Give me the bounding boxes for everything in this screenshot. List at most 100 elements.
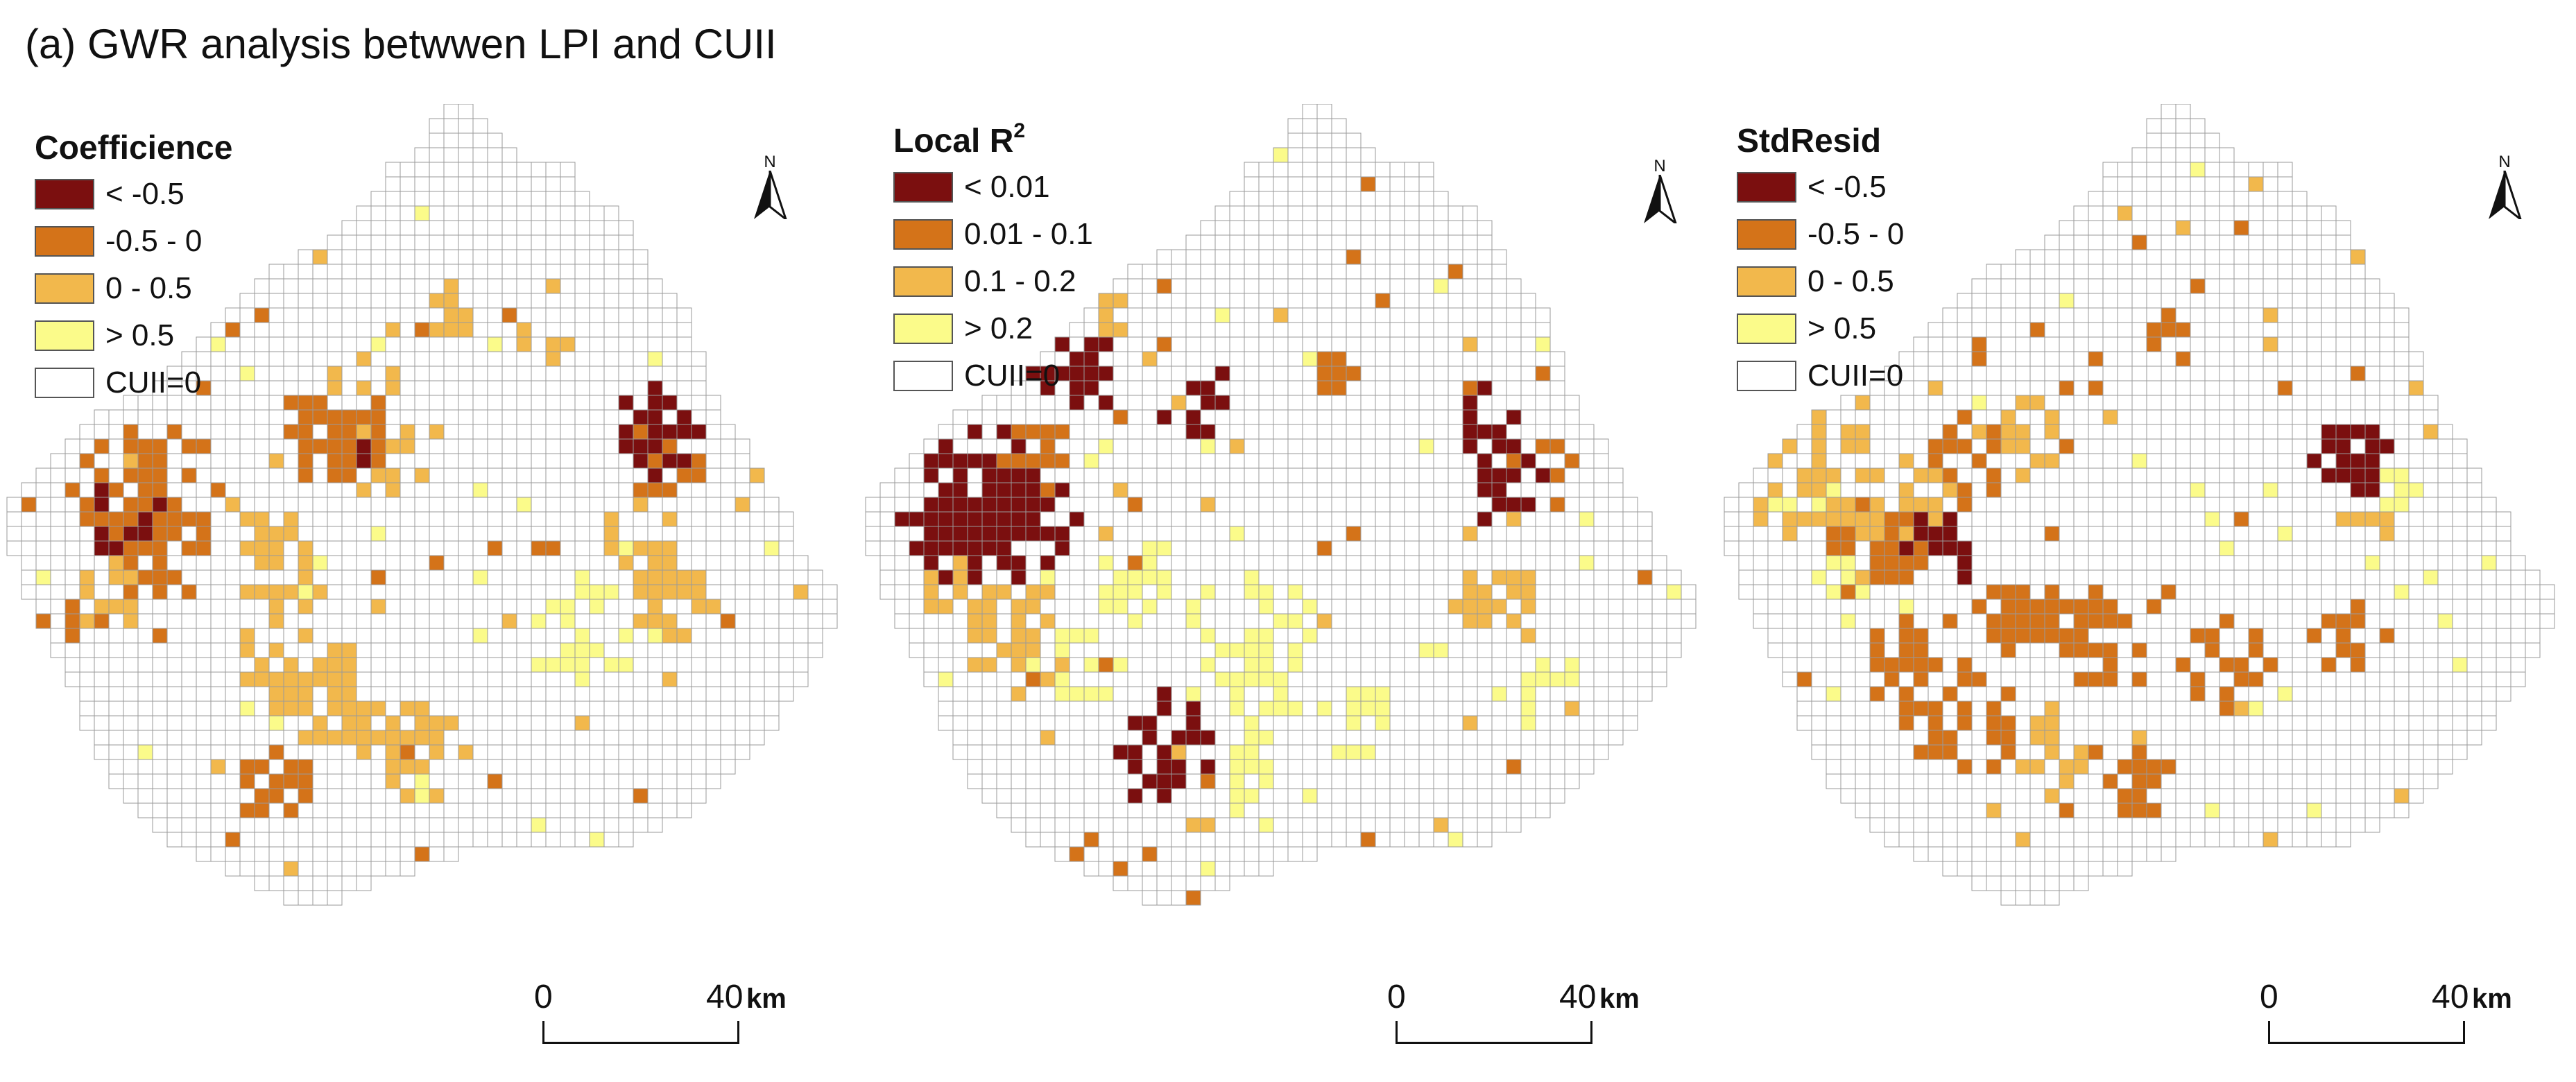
grid-cell xyxy=(2146,234,2162,250)
grid-cell xyxy=(1535,744,1551,760)
grid-cell xyxy=(1375,817,1391,833)
grid-cell xyxy=(1462,453,1478,469)
grid-cell xyxy=(2117,555,2133,571)
grid-cell xyxy=(1244,380,1260,396)
grid-cell xyxy=(1156,628,1172,644)
grid-cell xyxy=(268,569,284,585)
grid-cell xyxy=(1360,802,1376,818)
grid-cell xyxy=(254,278,270,294)
grid-cell xyxy=(531,817,547,833)
grid-cell xyxy=(137,540,153,556)
grid-cell xyxy=(1986,366,2002,381)
grid-cell xyxy=(1477,351,1493,367)
grid-cell xyxy=(1331,264,1347,280)
grid-cell xyxy=(429,147,445,163)
grid-cell xyxy=(341,832,357,848)
grid-cell xyxy=(356,453,372,469)
grid-cell xyxy=(356,802,372,818)
grid-cell xyxy=(2408,380,2424,396)
grid-cell xyxy=(545,293,561,309)
grid-cell xyxy=(2204,380,2220,396)
grid-cell xyxy=(370,802,386,818)
grid-cell xyxy=(1491,511,1507,527)
grid-cell xyxy=(1331,701,1347,716)
grid-cell xyxy=(952,482,968,498)
grid-cell xyxy=(501,759,517,775)
grid-cell xyxy=(1229,395,1245,411)
grid-cell xyxy=(1913,482,1929,498)
grid-cell xyxy=(1957,424,1973,440)
grid-cell xyxy=(443,759,459,775)
grid-cell xyxy=(996,701,1012,716)
grid-cell xyxy=(2102,351,2118,367)
grid-cell xyxy=(1200,249,1216,265)
grid-cell xyxy=(1316,395,1332,411)
grid-cell xyxy=(94,526,110,542)
grid-cell xyxy=(312,555,328,571)
grid-cell xyxy=(531,438,547,454)
grid-cell xyxy=(1564,482,1580,498)
grid-cell xyxy=(385,759,401,775)
grid-cell xyxy=(1258,205,1274,221)
grid-cell xyxy=(501,788,517,804)
grid-cell xyxy=(1113,613,1128,629)
grid-cell xyxy=(1404,832,1420,848)
grid-cell xyxy=(1331,191,1347,207)
grid-cell xyxy=(2364,555,2380,571)
grid-cell xyxy=(2292,220,2308,236)
grid-cell xyxy=(1448,424,1463,440)
grid-cell xyxy=(1229,482,1245,498)
grid-cell xyxy=(2015,511,2031,527)
grid-cell xyxy=(2073,438,2089,454)
grid-cell xyxy=(1491,395,1507,411)
grid-cell xyxy=(1127,715,1143,731)
grid-cell xyxy=(341,249,357,265)
grid-cell xyxy=(152,744,168,760)
grid-cell xyxy=(2044,336,2060,352)
grid-cell xyxy=(691,526,707,542)
grid-cell xyxy=(472,671,488,687)
grid-cell xyxy=(385,686,401,702)
grid-cell xyxy=(633,701,649,716)
grid-cell xyxy=(2306,293,2322,309)
map-panel-coefficience: Coefficience < -0.5 -0.5 - 0 0 - 0.5 > 0… xyxy=(0,104,859,1075)
grid-cell xyxy=(545,380,561,396)
grid-cell xyxy=(210,526,226,542)
grid-cell xyxy=(341,395,357,411)
grid-cell xyxy=(1520,773,1536,789)
grid-cell xyxy=(1214,759,1230,775)
grid-cell xyxy=(501,744,517,760)
grid-cell xyxy=(589,613,605,629)
grid-cell xyxy=(2146,380,2162,396)
grid-cell xyxy=(1302,205,1318,221)
grid-cell xyxy=(1869,424,1885,440)
grid-cell xyxy=(1869,555,1885,571)
grid-cell xyxy=(2292,336,2308,352)
grid-cell xyxy=(676,438,692,454)
grid-cell xyxy=(647,293,663,309)
grid-cell xyxy=(1214,264,1230,280)
grid-cell xyxy=(2379,351,2395,367)
grid-cell xyxy=(633,613,649,629)
grid-cell xyxy=(2117,191,2133,207)
grid-cell xyxy=(574,584,590,600)
grid-cell xyxy=(1229,249,1245,265)
grid-cell xyxy=(1389,657,1405,673)
grid-cell xyxy=(560,599,576,615)
grid-cell xyxy=(1346,293,1362,309)
grid-cell xyxy=(356,249,372,265)
grid-cell xyxy=(1927,395,1943,411)
grid-cell xyxy=(414,351,430,367)
grid-cell xyxy=(2088,264,2104,280)
grid-cell xyxy=(79,671,95,687)
grid-cell xyxy=(1433,555,1449,571)
grid-cell xyxy=(603,336,619,352)
grid-cell xyxy=(1389,715,1405,731)
grid-cell xyxy=(967,482,983,498)
grid-cell xyxy=(1375,307,1391,323)
grid-cell xyxy=(1491,555,1507,571)
grid-cell xyxy=(2029,351,2045,367)
grid-cell xyxy=(65,438,80,454)
grid-cell xyxy=(1214,380,1230,396)
grid-cell xyxy=(2219,424,2235,440)
